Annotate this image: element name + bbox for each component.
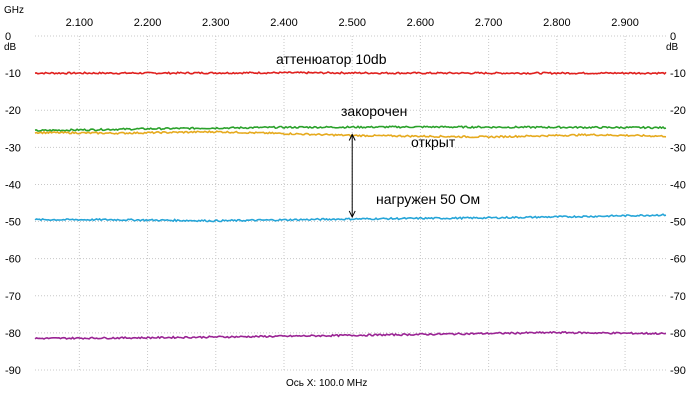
- series-line-4: [34, 330, 667, 340]
- x-tick-label: 2.700: [475, 17, 503, 29]
- x-axis-caption: Ось X: 100.0 MHz: [286, 378, 367, 389]
- y-unit-label-left: dB: [4, 42, 17, 53]
- y-tick-labels-right: 0 -10 -20 -30 -40 -50 -60 -70 -80 -90: [670, 31, 686, 377]
- y-tick-label-right: 0: [670, 31, 676, 43]
- y-tick-labels-left: 0 -10 -20 -30 -40 -50 -60 -70 -80 -90: [5, 31, 21, 377]
- x-tick-label: 2.500: [338, 17, 366, 29]
- y-tick-label-left: -80: [5, 328, 21, 340]
- series-label-1: закорочен: [341, 103, 407, 119]
- series-label-0: аттенюатор 10db: [276, 51, 387, 67]
- y-tick-label-left: -50: [5, 217, 21, 229]
- series-line-0: [34, 71, 667, 75]
- grid: [35, 35, 666, 371]
- y-tick-label-right: -60: [670, 254, 686, 266]
- x-tick-label: 2.200: [134, 17, 162, 29]
- y-unit-label-right: dB: [666, 42, 679, 53]
- series-label-3: нагружен 50 Ом: [376, 191, 480, 207]
- x-unit-label: GHz: [4, 5, 24, 16]
- y-tick-label-right: -20: [670, 105, 686, 117]
- y-tick-label-right: -80: [670, 328, 686, 340]
- y-tick-label-left: 0: [5, 31, 11, 43]
- y-tick-label-right: -30: [670, 142, 686, 154]
- y-tick-label-left: -70: [5, 291, 21, 303]
- x-tick-labels: 2.100 2.200 2.300 2.400 2.500 2.600 2.700 2.800…: [66, 17, 639, 29]
- y-tick-label-right: -90: [670, 365, 686, 377]
- y-tick-label-right: -50: [670, 217, 686, 229]
- arrow-head-top: [348, 133, 356, 141]
- x-tick-label: 2.100: [66, 17, 94, 29]
- x-tick-label: 2.600: [407, 17, 435, 29]
- y-tick-label-left: -90: [5, 365, 21, 377]
- y-tick-label-left: -40: [5, 179, 21, 191]
- series-line-1: [34, 125, 667, 132]
- x-tick-label: 2.800: [543, 17, 571, 29]
- y-tick-label-right: -70: [670, 291, 686, 303]
- series-line-3: [34, 213, 667, 223]
- y-tick-label-right: -40: [670, 179, 686, 191]
- y-tick-label-left: -10: [5, 68, 21, 80]
- annotation-arrow: [348, 133, 356, 219]
- series-lines: [34, 71, 667, 340]
- y-tick-label-right: -10: [670, 68, 686, 80]
- series-line-2: [34, 130, 667, 139]
- y-tick-label-left: -30: [5, 142, 21, 154]
- arrow-head-bottom: [348, 210, 356, 219]
- y-tick-label-left: -60: [5, 254, 21, 266]
- series-label-2: открыт: [411, 134, 456, 150]
- x-tick-label: 2.300: [202, 17, 230, 29]
- x-tick-label: 2.400: [270, 17, 298, 29]
- y-tick-label-left: -20: [5, 105, 21, 117]
- x-tick-label: 2.900: [611, 17, 639, 29]
